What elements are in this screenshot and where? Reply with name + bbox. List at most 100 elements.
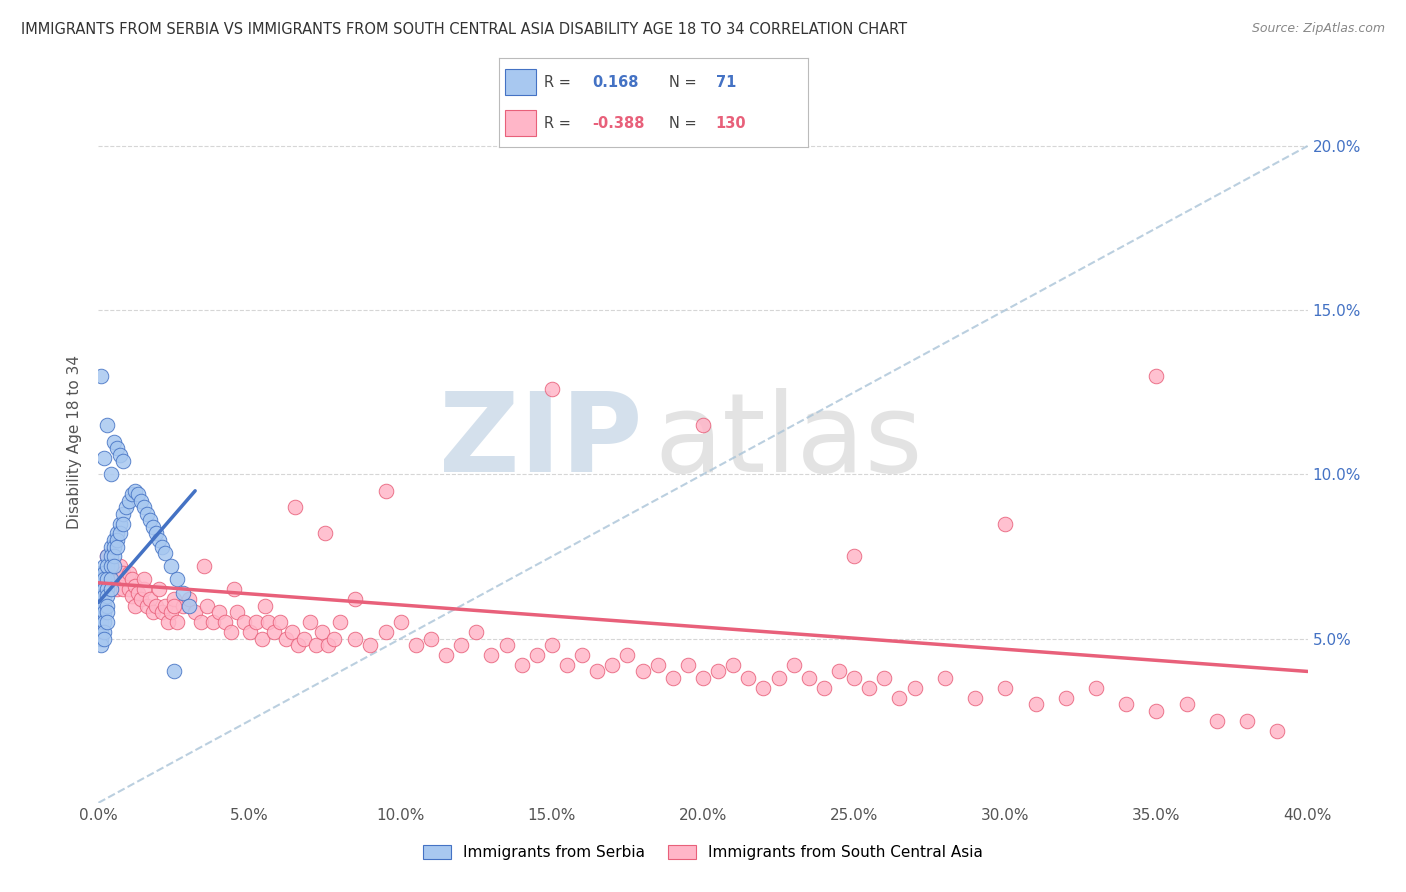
Point <box>208 605 231 619</box>
Text: ZIP: ZIP <box>439 388 643 495</box>
Text: R =: R = <box>544 116 571 130</box>
Point <box>153 546 176 560</box>
Point <box>135 599 157 613</box>
Point <box>124 483 146 498</box>
Point <box>96 599 118 613</box>
Point <box>90 368 112 383</box>
Point <box>129 592 152 607</box>
Point <box>287 638 309 652</box>
Point <box>190 615 212 630</box>
Point <box>1144 704 1167 718</box>
Point <box>752 681 775 695</box>
Point <box>114 500 136 515</box>
Point <box>93 605 115 619</box>
Point <box>179 599 201 613</box>
Point <box>193 559 215 574</box>
Point <box>163 665 186 679</box>
Point <box>434 648 457 662</box>
Point <box>374 483 396 498</box>
Point <box>305 638 328 652</box>
Point <box>495 638 517 652</box>
Point <box>813 681 835 695</box>
Point <box>139 513 162 527</box>
Point <box>90 599 112 613</box>
Point <box>692 418 714 433</box>
Point <box>105 582 128 597</box>
Point <box>127 487 149 501</box>
Point <box>93 615 115 630</box>
Point <box>783 657 806 672</box>
Point <box>100 573 122 587</box>
Point <box>828 665 851 679</box>
Text: 0.168: 0.168 <box>592 75 638 89</box>
Point <box>965 690 987 705</box>
Point <box>160 605 183 619</box>
Point <box>105 573 128 587</box>
Point <box>631 665 654 679</box>
Point <box>148 533 170 547</box>
Point <box>100 467 122 482</box>
Point <box>108 448 131 462</box>
Point <box>323 632 346 646</box>
Point <box>221 625 243 640</box>
Point <box>132 500 155 515</box>
Point <box>253 599 276 613</box>
Point <box>172 585 194 599</box>
Point <box>118 582 141 597</box>
Point <box>150 605 173 619</box>
Point <box>281 625 304 640</box>
Point <box>121 589 143 603</box>
Point <box>118 493 141 508</box>
Point <box>111 454 134 468</box>
Point <box>139 592 162 607</box>
Point <box>103 559 125 574</box>
Point <box>96 559 118 574</box>
Point <box>100 559 122 574</box>
Point <box>111 566 134 580</box>
Point <box>526 648 548 662</box>
Point <box>103 540 125 554</box>
Point <box>647 657 669 672</box>
Point <box>571 648 593 662</box>
Point <box>90 615 112 630</box>
Point <box>1175 698 1198 712</box>
Point <box>108 559 131 574</box>
Point <box>105 526 128 541</box>
Point <box>90 582 112 597</box>
Y-axis label: Disability Age 18 to 34: Disability Age 18 to 34 <box>67 354 83 529</box>
Point <box>93 559 115 574</box>
Point <box>873 671 896 685</box>
Point <box>108 516 131 531</box>
Point <box>1144 368 1167 383</box>
Point <box>1115 698 1137 712</box>
Point <box>160 559 183 574</box>
Point <box>269 615 291 630</box>
Point <box>90 589 112 603</box>
Point <box>156 615 179 630</box>
Point <box>420 632 443 646</box>
Point <box>124 599 146 613</box>
Text: -0.388: -0.388 <box>592 116 644 130</box>
Point <box>555 657 578 672</box>
Point <box>111 516 134 531</box>
Point <box>344 632 367 646</box>
Point <box>661 671 683 685</box>
Point <box>93 573 115 587</box>
Point <box>179 592 201 607</box>
Point <box>723 657 745 672</box>
Text: N =: N = <box>669 116 697 130</box>
Point <box>284 500 307 515</box>
Point <box>96 589 118 603</box>
Point <box>163 592 186 607</box>
Text: R =: R = <box>544 75 571 89</box>
Point <box>96 605 118 619</box>
Point <box>142 605 165 619</box>
Point <box>108 526 131 541</box>
Point <box>100 582 122 597</box>
Point <box>299 615 322 630</box>
Point <box>124 579 146 593</box>
Point <box>132 573 155 587</box>
Point <box>166 615 188 630</box>
Point <box>96 615 118 630</box>
Point <box>142 520 165 534</box>
